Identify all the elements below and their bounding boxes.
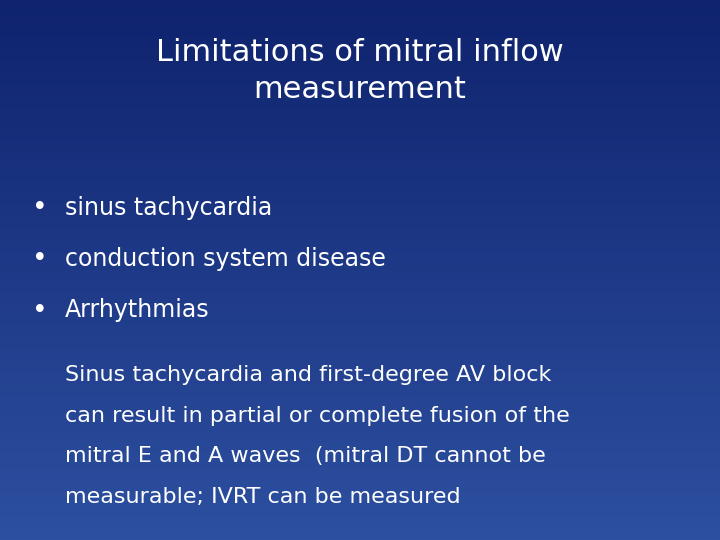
Text: measurable; IVRT can be measured: measurable; IVRT can be measured <box>65 487 460 507</box>
Text: conduction system disease: conduction system disease <box>65 247 386 271</box>
Text: Arrhythmias: Arrhythmias <box>65 299 210 322</box>
Text: sinus tachycardia: sinus tachycardia <box>65 196 272 220</box>
Text: mitral E and A waves  (mitral DT cannot be: mitral E and A waves (mitral DT cannot b… <box>65 446 546 467</box>
Text: Limitations of mitral inflow
measurement: Limitations of mitral inflow measurement <box>156 38 564 104</box>
Text: can result in partial or complete fusion of the: can result in partial or complete fusion… <box>65 406 570 426</box>
Text: •: • <box>32 298 48 323</box>
Text: Sinus tachycardia and first-degree AV block: Sinus tachycardia and first-degree AV bl… <box>65 365 552 386</box>
Text: •: • <box>32 246 48 272</box>
Text: •: • <box>32 195 48 221</box>
